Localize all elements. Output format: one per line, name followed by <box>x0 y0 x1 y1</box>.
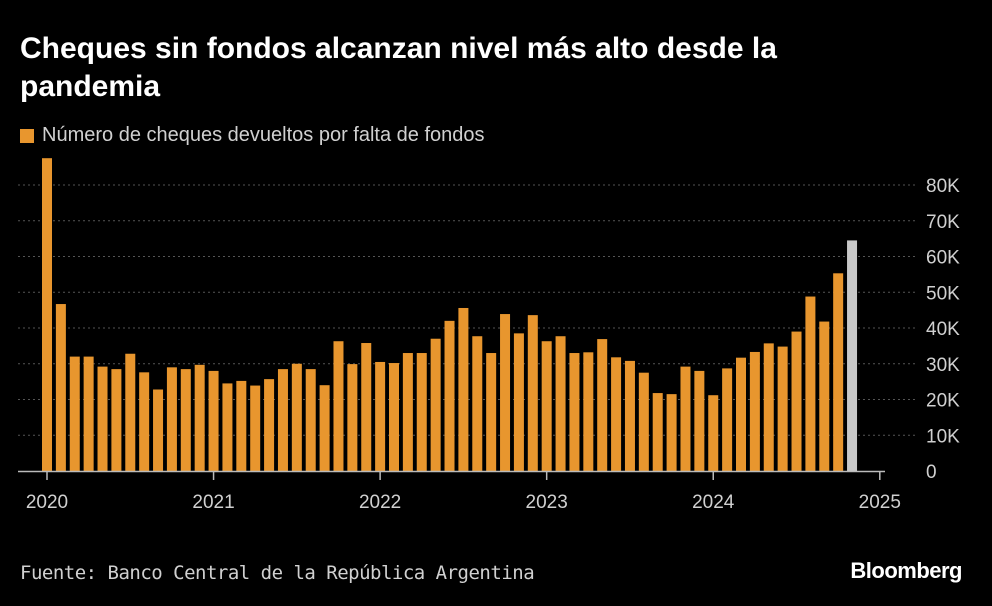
y-tick-label: 10K <box>926 426 960 447</box>
bar <box>69 356 80 471</box>
bar <box>749 351 760 471</box>
y-tick-label: 70K <box>926 212 960 233</box>
bar <box>736 357 746 471</box>
x-tick-label: 2022 <box>359 492 401 513</box>
bar <box>527 315 538 471</box>
bar <box>555 336 566 471</box>
bar <box>500 314 511 471</box>
bar <box>777 346 788 471</box>
y-tick-label: 60K <box>926 248 960 269</box>
bar <box>42 158 52 471</box>
bar <box>277 369 288 471</box>
bar <box>291 363 302 471</box>
y-tick-label: 20K <box>926 391 960 412</box>
bar <box>513 333 524 471</box>
bar <box>833 273 844 471</box>
bar <box>694 370 705 471</box>
bar <box>722 368 733 471</box>
bar <box>361 343 372 471</box>
bar <box>83 356 94 471</box>
bar <box>472 336 483 471</box>
bar <box>305 369 316 471</box>
bar <box>139 372 150 471</box>
bloomberg-logo: Bloomberg <box>850 558 962 583</box>
legend: Número de cheques devueltos por falta de… <box>20 124 485 147</box>
bar <box>638 372 649 471</box>
bar <box>375 361 386 471</box>
x-tick-label: 2021 <box>192 492 234 513</box>
y-tick-label: 0 <box>926 462 937 483</box>
x-tick-label: 2025 <box>859 492 901 513</box>
bar <box>402 353 413 471</box>
bar <box>541 341 552 471</box>
bar <box>208 370 219 471</box>
bar <box>55 304 66 471</box>
bar <box>97 366 108 471</box>
bar <box>652 393 663 471</box>
bar <box>819 321 830 471</box>
bar <box>805 296 816 471</box>
bar <box>319 385 330 471</box>
bar <box>333 341 344 471</box>
legend-label: Número de cheques devueltos por falta de… <box>42 124 485 146</box>
bar <box>236 380 247 471</box>
bar <box>416 353 427 471</box>
y-tick-label: 50K <box>926 283 960 304</box>
bar <box>389 363 399 471</box>
bar <box>611 357 622 471</box>
bar <box>583 352 594 471</box>
chart-title: Cheques sin fondos alcanzan nivel más al… <box>20 32 777 103</box>
legend-swatch <box>20 128 34 143</box>
bar <box>458 307 469 471</box>
bar <box>250 385 261 471</box>
bar <box>153 389 164 471</box>
bar-highlight <box>847 240 858 471</box>
bar <box>180 369 191 471</box>
y-tick-label: 40K <box>926 319 960 340</box>
bar <box>680 366 691 471</box>
y-tick-label: 30K <box>926 355 960 376</box>
bar <box>347 364 358 471</box>
y-tick-label: 80K <box>926 176 960 197</box>
bar <box>569 353 580 471</box>
bar <box>222 383 233 471</box>
bar <box>125 353 136 471</box>
bar <box>166 367 177 471</box>
bar <box>666 394 677 471</box>
bar <box>486 353 497 471</box>
x-tick-label: 2020 <box>26 492 68 513</box>
bar <box>264 379 275 471</box>
bar <box>708 395 719 471</box>
x-tick-label: 2024 <box>692 492 735 513</box>
bar <box>111 369 122 471</box>
bar <box>430 338 441 471</box>
source-note: Fuente: Banco Central de la República Ar… <box>20 562 535 584</box>
x-tick-label: 2023 <box>526 492 568 513</box>
bar <box>791 331 802 471</box>
bar <box>597 339 608 471</box>
bar <box>444 320 455 471</box>
bar <box>763 343 774 471</box>
bar <box>194 364 205 471</box>
bar <box>624 360 635 471</box>
